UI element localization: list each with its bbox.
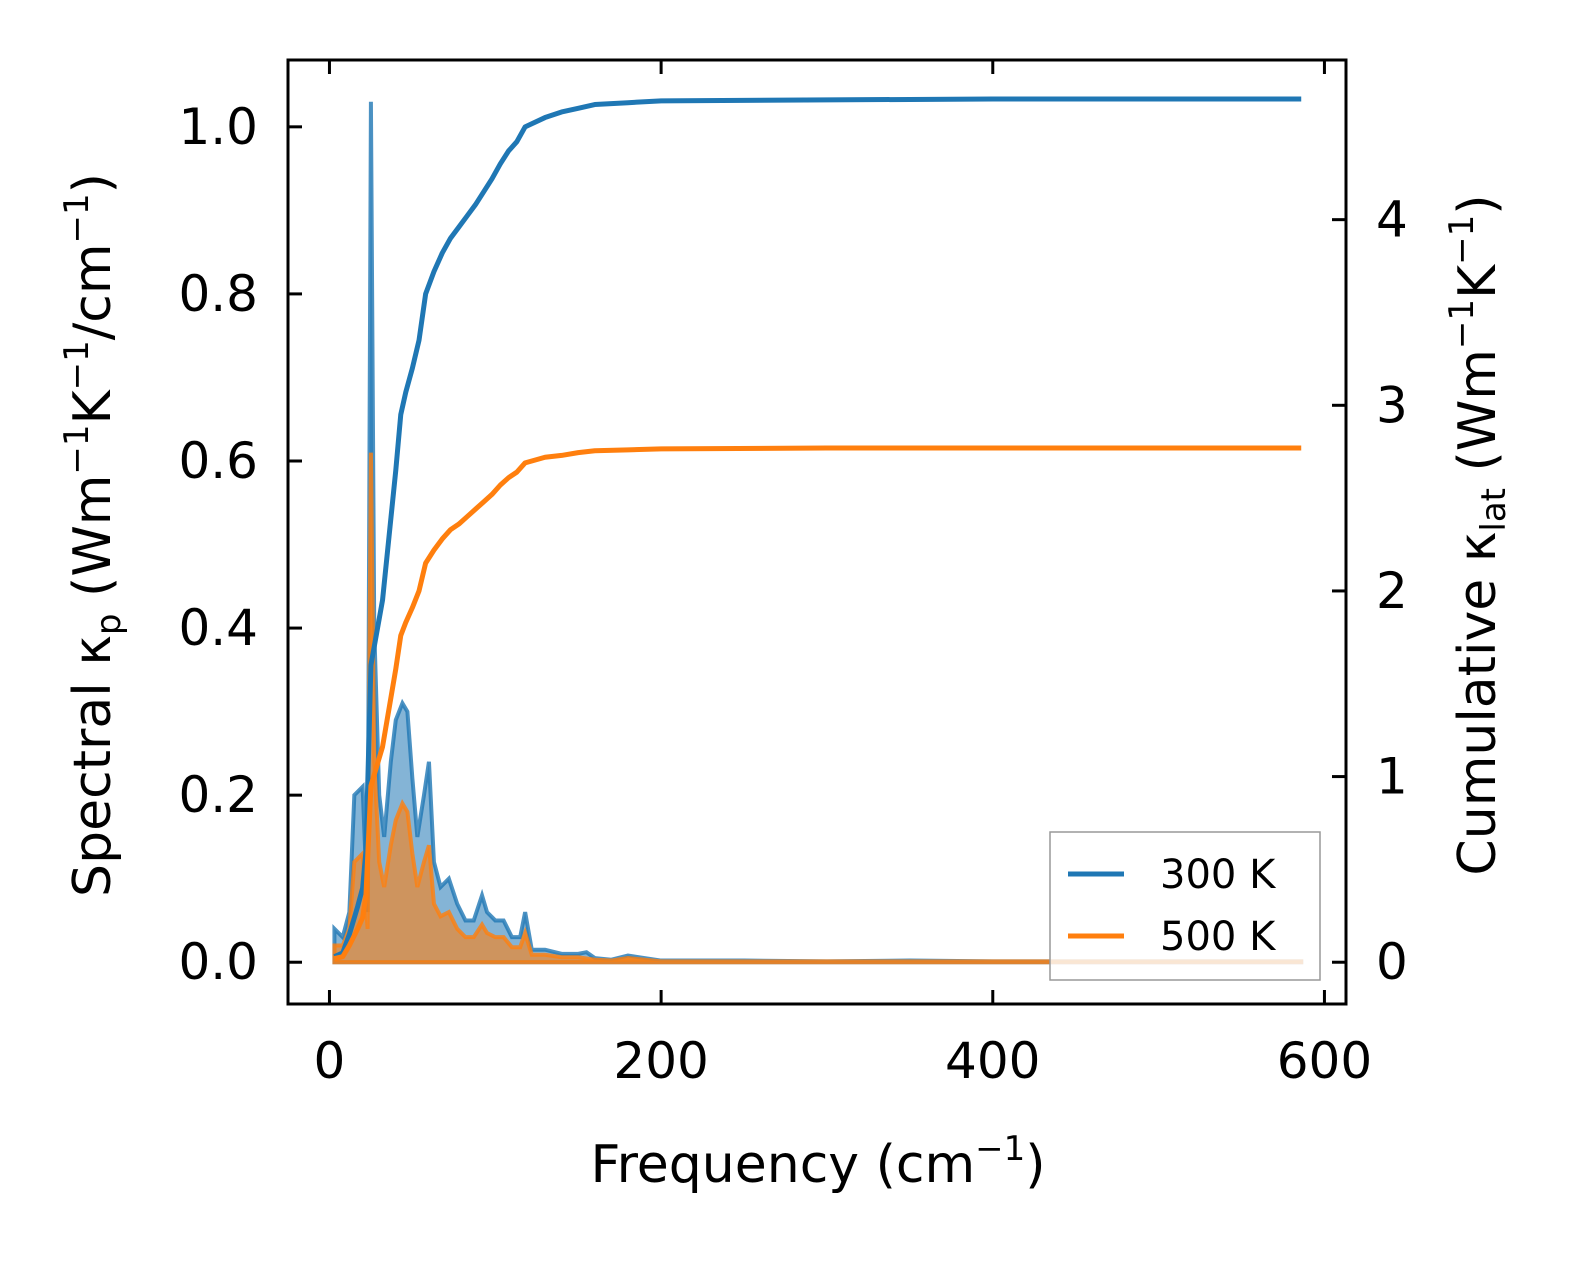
y-right-tick-label: 4	[1376, 191, 1408, 249]
y-left-axis-title: Spectral κp (Wm−1K−1/cm−1)	[57, 173, 129, 897]
x-tick-label: 200	[613, 1032, 708, 1090]
plot-area	[332, 96, 1304, 965]
y-right-tick-label: 3	[1376, 376, 1408, 434]
x-tick-label: 400	[945, 1032, 1040, 1090]
y-left-tick-label: 0.2	[178, 766, 258, 824]
y-left-tick-label: 0.4	[178, 599, 258, 657]
ticks-layer: 0 200 400 600 0.0 0.2 0.4 0.6 0.8 1.0 0 1 2 3 4	[178, 58, 1408, 1090]
legend-label-300-k: 300 K	[1160, 852, 1277, 898]
cumulative-line-500-k	[333, 445, 1302, 961]
y-right-tick-label: 0	[1376, 933, 1408, 991]
plot-frame	[286, 58, 1348, 1006]
legend-box	[1049, 831, 1321, 981]
y-left-tick-label: 0.8	[178, 265, 258, 323]
legend-label-500-k: 500 K	[1160, 914, 1277, 960]
x-tick-label: 0	[314, 1032, 346, 1090]
legend: 300 K 500 K	[1049, 831, 1321, 981]
x-tick-label: 600	[1277, 1032, 1372, 1090]
y-left-tick-label: 1.0	[178, 98, 258, 156]
plot-content	[332, 96, 1304, 965]
y-left-tick-label: 0.0	[178, 933, 258, 991]
y-right-axis-title: Cumulative κlat (Wm−1K−1)	[1442, 194, 1514, 875]
spectral-area-500-k	[332, 452, 1304, 965]
x-axis-title: Frequency (cm−1)	[590, 1129, 1045, 1195]
y-left-tick-label: 0.6	[178, 432, 258, 490]
y-right-tick-label: 2	[1376, 562, 1408, 620]
cumulative-line-300-k	[333, 96, 1302, 959]
y-right-tick-label: 1	[1376, 748, 1408, 806]
